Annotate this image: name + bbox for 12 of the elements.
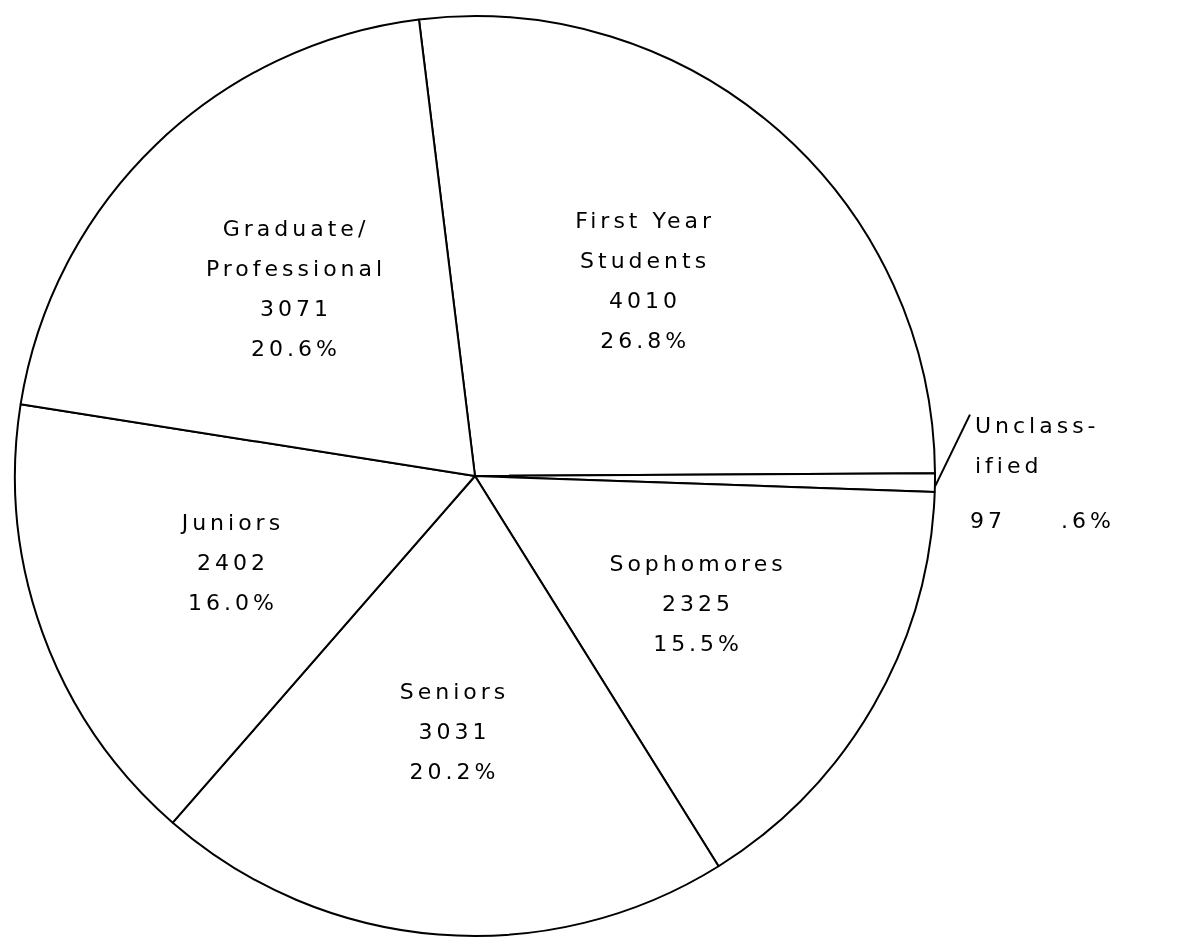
data-label: 3071 20.6% — [251, 296, 341, 362]
slice-label: Sophomores — [609, 550, 787, 576]
data-label: 97 .6% — [969, 508, 1115, 534]
slice-label: Seniors — [399, 678, 510, 704]
slice-label: Unclass- ified — [974, 413, 1100, 479]
data-label: 4010 26.8% — [600, 288, 691, 354]
slice-label: Juniors — [179, 509, 285, 535]
data-label: 2402 16.0% — [187, 549, 278, 615]
slice-label: First Year Students — [575, 208, 716, 274]
data-label: 2325 15.5% — [653, 590, 744, 656]
data-label: 3031 20.2% — [409, 718, 500, 784]
slice-label: Graduate/ Professional — [205, 216, 387, 282]
